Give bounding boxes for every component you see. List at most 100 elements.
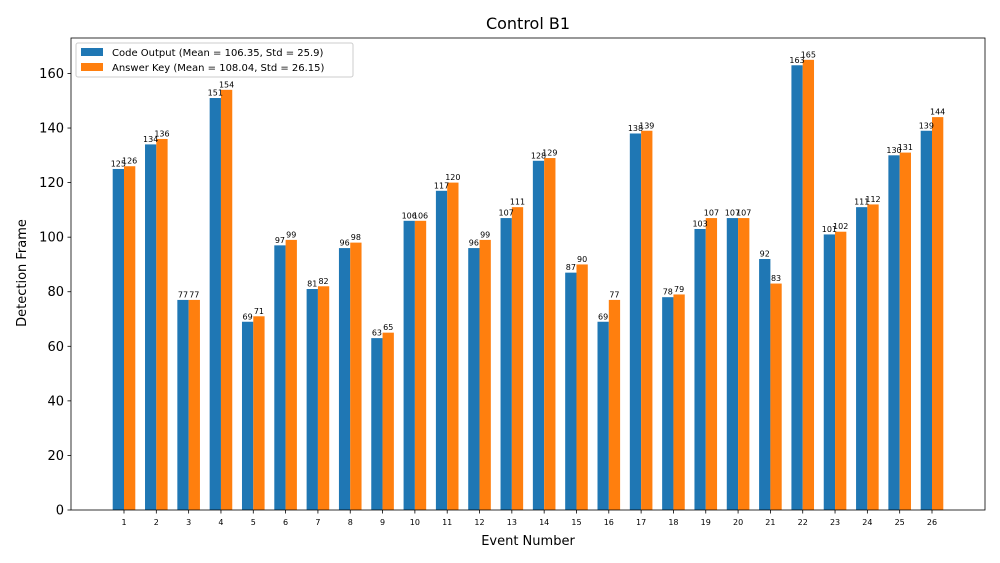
bar-s1-26 — [920, 130, 932, 510]
bar-label-s1-7: 81 — [307, 280, 317, 289]
bar-s2-22 — [802, 59, 815, 510]
bar-s1-25 — [888, 155, 900, 510]
x-tick-label: 12 — [474, 518, 484, 527]
x-tick-label: 18 — [668, 518, 678, 527]
bar-label-s1-24: 111 — [854, 198, 869, 207]
y-tick-label: 120 — [39, 176, 64, 191]
bar-s1-19 — [694, 228, 706, 511]
x-tick-label: 8 — [348, 518, 353, 527]
bar-label-s2-5: 71 — [254, 307, 264, 316]
y-tick-label: 100 — [39, 231, 64, 246]
axes-layer: 1 2 3 4 5 6 7 8 9 10 11 12 13 14 15 16 17 18 19 20 21 22 23 24 2… — [39, 37, 986, 527]
bar-label-s2-2: 136 — [154, 129, 169, 138]
bar-label-s1-17: 138 — [628, 124, 643, 133]
y-tick-label: 20 — [47, 449, 64, 464]
bar-s2-1 — [124, 166, 136, 511]
y-tick-label: 80 — [47, 285, 64, 300]
bar-s1-1 — [112, 168, 124, 510]
bar-label-s2-23: 102 — [833, 222, 848, 231]
x-tick-label: 16 — [604, 518, 614, 527]
y-tick-label: 40 — [47, 394, 64, 409]
bar-label-s1-23: 101 — [822, 225, 837, 234]
x-tick-label: 25 — [895, 518, 905, 527]
y-tick-label: 160 — [39, 67, 64, 82]
chart-title: Control B1 — [486, 14, 570, 33]
bar-s2-4 — [220, 89, 233, 510]
bar-s2-17 — [641, 130, 653, 510]
x-tick-label: 17 — [636, 518, 646, 527]
x-tick-label: 4 — [218, 518, 223, 527]
bar-s1-3 — [177, 299, 189, 510]
legend-label-s1: Code Output (Mean = 106.35, Std = 25.9) — [112, 48, 324, 59]
plot-frame — [70, 37, 986, 511]
bar-label-s1-26: 139 — [919, 121, 934, 130]
bar-label-s2-3: 77 — [189, 290, 199, 299]
bar-label-s2-11: 120 — [445, 173, 460, 182]
bar-s1-6 — [274, 245, 286, 510]
bar-label-s2-21: 83 — [771, 274, 781, 283]
bar-label-s2-17: 139 — [639, 121, 654, 130]
bars-layer — [112, 59, 944, 511]
bar-s2-20 — [738, 218, 750, 510]
bar-s1-2 — [145, 144, 157, 510]
bar-label-s2-26: 144 — [930, 108, 945, 117]
bar-s1-5 — [241, 321, 254, 510]
bar-s2-25 — [899, 152, 911, 510]
bar-s2-21 — [770, 283, 782, 510]
bar-label-s1-4: 151 — [208, 89, 223, 98]
x-tick-label: 20 — [733, 518, 743, 527]
x-tick-label: 23 — [830, 518, 840, 527]
legend: Code Output (Mean = 106.35, Std = 25.9) A… — [75, 42, 354, 78]
bar-s2-7 — [317, 286, 330, 510]
bar-s1-7 — [306, 289, 318, 510]
bar-s1-13 — [500, 218, 512, 510]
legend-swatch-s1 — [81, 48, 103, 56]
bar-label-s2-20: 107 — [736, 209, 751, 218]
bar-s1-14 — [532, 160, 545, 510]
bar-s1-17 — [629, 133, 642, 511]
bar-label-s1-2: 134 — [143, 135, 158, 144]
bar-label-s2-8: 98 — [351, 233, 361, 242]
legend-swatch-s2 — [81, 63, 103, 71]
bar-s1-24 — [856, 207, 868, 510]
bar-label-s1-13: 107 — [499, 209, 514, 218]
bar-label-s2-19: 107 — [704, 209, 719, 218]
bar-s1-22 — [791, 65, 803, 510]
bar-s2-14 — [544, 158, 556, 511]
x-tick-label: 1 — [121, 518, 126, 527]
y-axis-label: Detection Frame — [15, 219, 30, 327]
bar-s1-21 — [759, 258, 771, 510]
x-tick-label: 7 — [315, 518, 320, 527]
x-tick-label: 9 — [380, 518, 385, 527]
x-tick-label: 13 — [507, 518, 517, 527]
bar-s2-19 — [705, 218, 718, 510]
x-tick-label: 3 — [186, 518, 191, 527]
bar-label-s2-1: 126 — [122, 157, 137, 166]
bar-s2-26 — [932, 117, 944, 511]
bar-label-s1-20: 107 — [725, 209, 740, 218]
bar-label-s2-22: 165 — [801, 50, 816, 59]
bar-s2-18 — [673, 294, 685, 510]
y-tick-label: 140 — [39, 122, 64, 137]
bar-s2-9 — [382, 332, 394, 510]
x-tick-label: 22 — [798, 518, 808, 527]
bar-s2-5 — [253, 316, 265, 510]
bar-label-s1-1: 125 — [111, 159, 126, 168]
x-tick-label: 26 — [927, 518, 937, 527]
bar-label-s1-14: 128 — [531, 151, 546, 160]
x-tick-label: 21 — [765, 518, 775, 527]
bar-label-s2-24: 112 — [865, 195, 880, 204]
bar-label-s1-8: 96 — [339, 239, 349, 248]
x-tick-label: 6 — [283, 518, 288, 527]
bar-label-s2-16: 77 — [609, 290, 619, 299]
bar-label-s1-11: 117 — [434, 181, 449, 190]
bar-label-s2-4: 154 — [219, 80, 234, 89]
bar-s2-15 — [576, 264, 588, 510]
bar-s2-13 — [511, 207, 524, 510]
bar-label-s2-10: 106 — [413, 211, 428, 220]
bar-label-s1-16: 69 — [598, 312, 608, 321]
bar-label-s1-22: 163 — [789, 56, 804, 65]
bar-s1-16 — [597, 321, 609, 510]
bar-s1-8 — [338, 248, 351, 510]
